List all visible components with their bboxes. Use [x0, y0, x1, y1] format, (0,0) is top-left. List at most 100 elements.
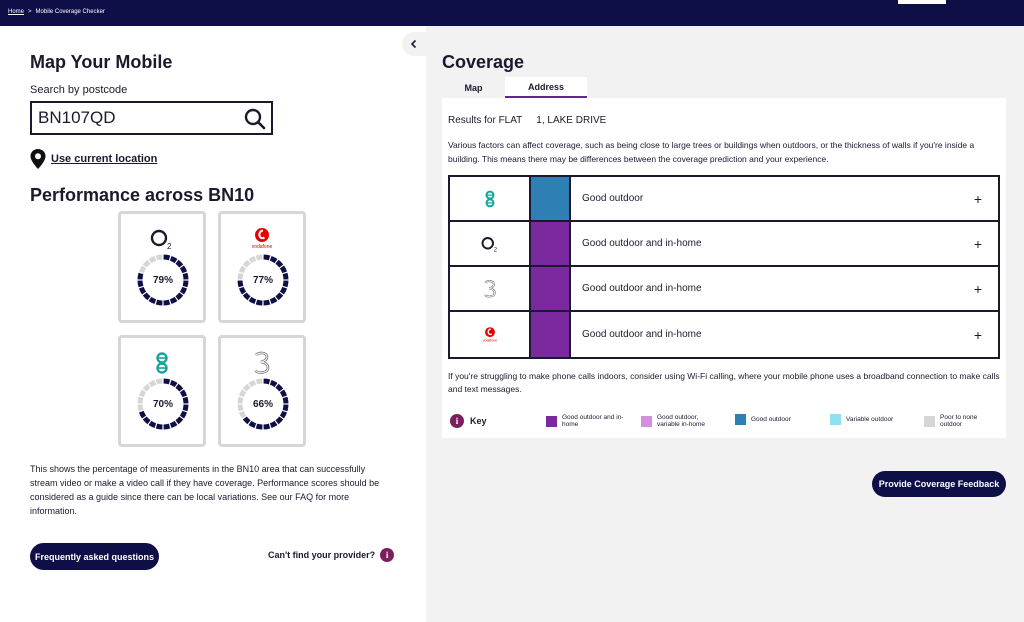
coverage-table: Good outdoor + 2 Good outdoor and in-hom…: [448, 175, 1000, 359]
coverage-title: Coverage: [442, 52, 525, 72]
expand-plus-icon[interactable]: +: [973, 235, 983, 252]
expand-plus-icon[interactable]: +: [973, 280, 983, 297]
coverage-row-o2[interactable]: 2 Good outdoor and in-home +: [450, 222, 998, 267]
tab-address[interactable]: Address: [505, 77, 587, 98]
score-ring-segment: [282, 272, 289, 280]
o2-score: 79%: [152, 274, 173, 286]
vodafone-logo-text: vodafone: [252, 244, 273, 250]
performance-title: Performance across BN10: [30, 185, 255, 205]
score-ring-segment: [155, 378, 163, 385]
score-ring-segment: [137, 272, 144, 280]
score-ring-segment: [179, 286, 188, 295]
score-ring-segment: [275, 383, 284, 392]
legend-swatch: [924, 415, 935, 427]
svg-text:2: 2: [493, 247, 497, 253]
score-ring-segment: [269, 420, 278, 429]
coverage-row-ee[interactable]: Good outdoor +: [450, 177, 998, 222]
score-ring-segment: [182, 404, 189, 412]
operator-card-vodafone: vodafone 77%: [218, 211, 306, 323]
legend-swatch: [546, 415, 557, 427]
coverage-row-vodafone[interactable]: vodafone Good outdoor and in-home +: [450, 312, 998, 357]
score-ring-segment: [175, 416, 184, 425]
vodafone-score-ring: [237, 254, 289, 306]
breadcrumb: Home > Mobile Coverage Checker: [8, 9, 105, 15]
score-ring-segment: [255, 378, 263, 385]
score-ring-segment: [148, 379, 157, 388]
legend-item: Poor to none outdoor: [924, 414, 992, 428]
breadcrumb-separator: >: [28, 9, 32, 15]
o2-score-ring: [137, 254, 189, 306]
o2-logo-icon: 2: [481, 236, 497, 253]
operator-card-ee: 70%: [118, 335, 206, 447]
legend-swatch: [735, 414, 746, 425]
score-ring-segment: [148, 255, 157, 264]
coverage-tabs: Map Address: [442, 77, 587, 98]
score-ring-segment: [237, 404, 244, 412]
top-bar-accent: [898, 0, 946, 4]
coverage-status: Good outdoor and in-home: [582, 283, 702, 294]
score-ring-segment: [238, 265, 247, 274]
score-ring-segment: [137, 404, 144, 412]
score-ring-segment: [269, 255, 278, 264]
legend-item: Variable outdoor: [830, 414, 910, 425]
use-location-link[interactable]: Use current location: [30, 149, 157, 169]
three-logo-icon: [483, 279, 496, 297]
coverage-row-ee-operator: [450, 177, 531, 220]
provide-feedback-button[interactable]: Provide Coverage Feedback: [872, 471, 1006, 497]
score-ring-segment: [155, 299, 163, 306]
vodafone-logo-icon: vodafone: [221, 226, 303, 252]
key-toggle[interactable]: i Key: [450, 414, 487, 428]
score-ring-segment: [279, 410, 288, 419]
score-ring-segment: [138, 389, 147, 398]
score-ring-segment: [175, 383, 184, 392]
use-location-label: Use current location: [51, 153, 158, 165]
search-button[interactable]: [243, 107, 267, 131]
score-ring-segment: [142, 259, 151, 268]
score-ring-segment: [238, 410, 247, 419]
three-score: 66%: [252, 398, 273, 410]
score-ring-segment: [248, 420, 257, 429]
results-heading: Results for FLAT 1, LAKE DRIVE: [448, 115, 606, 126]
ee-logo-icon: [484, 190, 495, 207]
score-ring-segment: [142, 383, 151, 392]
score-ring-segment: [279, 389, 288, 398]
wifi-calling-note: If you're struggling to make phone calls…: [448, 371, 1000, 394]
coverage-swatch: [531, 222, 571, 265]
expand-plus-icon[interactable]: +: [973, 190, 983, 207]
coverage-swatch: [531, 267, 571, 310]
score-ring-segment: [242, 259, 251, 268]
score-ring-segment: [263, 254, 271, 261]
expand-plus-icon[interactable]: +: [973, 326, 983, 343]
score-ring-segment: [248, 379, 257, 388]
results-prefix: Results for FLAT: [448, 115, 523, 126]
tab-map[interactable]: Map: [464, 82, 483, 93]
legend-item: Good outdoor: [735, 414, 805, 425]
search-box: [30, 101, 273, 135]
collapse-panel-button[interactable]: [402, 32, 426, 56]
score-ring-segment: [148, 420, 157, 429]
vodafone-logo-icon: vodafone: [482, 326, 497, 342]
legend-swatch: [641, 415, 652, 427]
score-ring-segment: [137, 280, 144, 288]
coverage-swatch: [531, 312, 571, 357]
coverage-factors-note: Various factors can affect coverage, suc…: [448, 140, 975, 164]
breadcrumb-home-link[interactable]: Home: [8, 9, 25, 15]
legend-label: Good outdoor and in-home: [562, 414, 624, 428]
postcode-search-input[interactable]: [32, 103, 232, 133]
coverage-status: Good outdoor: [582, 193, 644, 204]
score-ring-segment: [237, 272, 244, 280]
score-ring-segment: [148, 296, 157, 305]
faq-button[interactable]: Frequently asked questions: [30, 543, 159, 570]
score-ring-segment: [163, 299, 171, 306]
location-pin-icon: [30, 149, 46, 169]
ee-logo-icon: [121, 350, 203, 376]
score-ring-segment: [163, 254, 171, 261]
score-ring-segment: [237, 396, 244, 404]
score-ring-segment: [155, 254, 163, 261]
legend-label: Good outdoor, variable in-home: [657, 414, 706, 428]
score-ring-segment: [282, 280, 289, 288]
score-ring-segment: [269, 296, 278, 305]
cant-find-provider-link[interactable]: Can't find your provider? i: [268, 548, 395, 562]
score-ring-segment: [179, 410, 188, 419]
coverage-row-three[interactable]: Good outdoor and in-home +: [450, 267, 998, 312]
